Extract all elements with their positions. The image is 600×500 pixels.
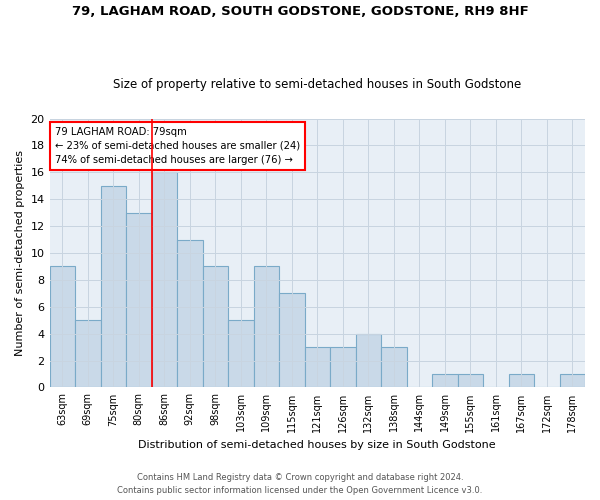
Bar: [101, 186, 126, 388]
Bar: [356, 334, 381, 388]
Bar: [458, 374, 483, 388]
Bar: [203, 266, 228, 388]
X-axis label: Distribution of semi-detached houses by size in South Godstone: Distribution of semi-detached houses by …: [139, 440, 496, 450]
Text: 79 LAGHAM ROAD: 79sqm
← 23% of semi-detached houses are smaller (24)
74% of semi: 79 LAGHAM ROAD: 79sqm ← 23% of semi-deta…: [55, 126, 300, 164]
Bar: [509, 374, 534, 388]
Text: 79, LAGHAM ROAD, SOUTH GODSTONE, GODSTONE, RH9 8HF: 79, LAGHAM ROAD, SOUTH GODSTONE, GODSTON…: [71, 5, 529, 18]
Bar: [381, 347, 407, 388]
Bar: [126, 212, 152, 388]
Bar: [152, 172, 177, 388]
Text: Contains HM Land Registry data © Crown copyright and database right 2024.
Contai: Contains HM Land Registry data © Crown c…: [118, 474, 482, 495]
Bar: [432, 374, 458, 388]
Bar: [560, 374, 585, 388]
Y-axis label: Number of semi-detached properties: Number of semi-detached properties: [15, 150, 25, 356]
Bar: [279, 294, 305, 388]
Bar: [177, 240, 203, 388]
Bar: [75, 320, 101, 388]
Bar: [254, 266, 279, 388]
Bar: [305, 347, 330, 388]
Bar: [50, 266, 75, 388]
Bar: [228, 320, 254, 388]
Title: Size of property relative to semi-detached houses in South Godstone: Size of property relative to semi-detach…: [113, 78, 521, 91]
Bar: [330, 347, 356, 388]
